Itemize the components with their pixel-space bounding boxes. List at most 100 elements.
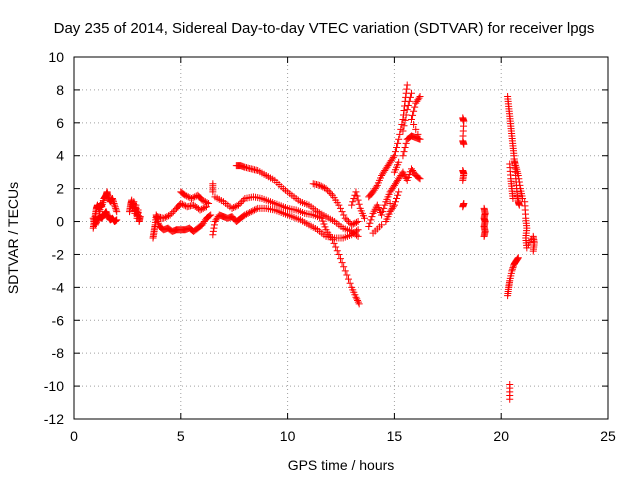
data-point (354, 218, 362, 226)
data-point (335, 201, 343, 209)
series-arc-10 (521, 198, 538, 255)
data-point (352, 188, 360, 196)
data-point (154, 218, 162, 226)
data-point (378, 221, 386, 229)
data-point (344, 275, 352, 283)
data-point (381, 201, 389, 209)
data-point (353, 295, 361, 303)
data-point (393, 144, 401, 151)
data-point (360, 214, 368, 222)
data-point (343, 271, 351, 279)
data-point (403, 176, 411, 184)
data-point (324, 186, 332, 194)
data-point (366, 219, 374, 227)
data-point (410, 107, 418, 115)
data-point (506, 395, 514, 403)
y-tick-label: 4 (56, 148, 64, 164)
data-point (335, 250, 343, 258)
data-point (409, 111, 417, 119)
data-point (178, 200, 186, 208)
y-tick-label: -6 (52, 312, 65, 328)
data-point (210, 221, 218, 229)
data-point (391, 148, 399, 156)
y-tick-label: 0 (56, 214, 64, 230)
data-point (354, 196, 362, 204)
data-point (348, 201, 356, 209)
data-point (319, 183, 327, 191)
data-point (163, 213, 171, 221)
data-point (110, 199, 118, 207)
data-point (515, 178, 523, 186)
data-point (513, 255, 521, 263)
data-point (411, 103, 419, 111)
data-point (351, 219, 359, 227)
data-point (393, 195, 401, 203)
data-point (407, 116, 415, 124)
data-point (407, 89, 415, 97)
data-point (523, 244, 531, 252)
data-point (394, 191, 402, 199)
data-point (108, 195, 116, 203)
data-point (319, 217, 327, 225)
data-point (228, 204, 236, 212)
data-point (332, 243, 340, 251)
data-point (206, 212, 214, 220)
y-tick-label: -4 (52, 279, 65, 295)
data-point (328, 236, 336, 244)
data-point (201, 198, 209, 206)
data-point (352, 231, 360, 239)
data-point (252, 205, 260, 213)
data-point (459, 176, 467, 184)
data-point (136, 213, 144, 221)
data-point (515, 201, 523, 209)
data-point (207, 211, 215, 219)
data-point (209, 231, 217, 239)
data-point (514, 254, 522, 262)
data-point (333, 247, 341, 255)
data-point (402, 111, 410, 119)
x-tick-label: 5 (177, 428, 185, 444)
data-point (372, 183, 380, 191)
data-point (509, 195, 517, 203)
data-point (161, 213, 169, 221)
data-point (355, 200, 363, 208)
data-point (166, 211, 174, 219)
data-point (154, 219, 162, 227)
data-point (526, 238, 534, 246)
data-point (168, 209, 176, 217)
data-point (396, 130, 404, 138)
data-point (109, 196, 117, 204)
x-tick-label: 20 (493, 428, 509, 444)
data-point (244, 209, 252, 217)
data-point (320, 220, 328, 228)
data-point (414, 130, 422, 138)
data-point (238, 198, 246, 206)
data-point (169, 208, 177, 216)
data-point (340, 211, 348, 219)
data-point (242, 210, 250, 218)
data-point (416, 135, 424, 143)
data-point (338, 208, 346, 216)
data-point (395, 188, 403, 196)
series-arc-4 (209, 180, 363, 308)
data-point (189, 194, 197, 202)
data-point (203, 199, 211, 207)
data-point (322, 185, 330, 193)
data-point (389, 203, 397, 211)
y-tick-label: 2 (56, 181, 64, 197)
data-point (354, 298, 362, 306)
data-point (391, 198, 399, 206)
data-point (349, 220, 357, 228)
x-tick-label: 15 (387, 428, 403, 444)
data-point (354, 232, 362, 240)
data-point (321, 223, 329, 231)
series-arc-7 (459, 114, 468, 211)
data-point (330, 239, 338, 247)
data-point (400, 122, 408, 130)
series-arc-5 (232, 162, 362, 240)
data-point (187, 195, 195, 203)
data-point (196, 206, 204, 214)
data-point (341, 214, 349, 222)
data-point (403, 106, 411, 114)
